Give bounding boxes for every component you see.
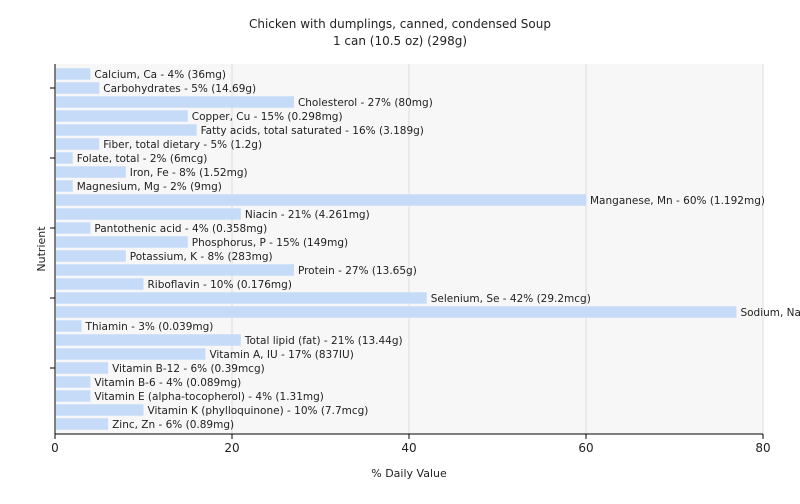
bar: [56, 320, 82, 332]
bar-label: Vitamin E (alpha-tocopherol) - 4% (1.31m…: [94, 391, 324, 403]
bar: [56, 292, 427, 304]
bar-label: Cholesterol - 27% (80mg): [298, 97, 433, 109]
grid-lines: [231, 64, 764, 434]
bar: [56, 418, 109, 430]
bar: [56, 306, 737, 318]
x-tick-label: 60: [578, 441, 593, 455]
chart-title: Chicken with dumplings, canned, condense…: [249, 17, 551, 31]
bar-label: Vitamin A, IU - 17% (837IU): [209, 349, 353, 361]
bar-label: Potassium, K - 8% (283mg): [130, 251, 273, 263]
bar: [56, 68, 91, 80]
bar: [56, 362, 109, 374]
bar: [56, 110, 188, 122]
bar: [56, 390, 91, 402]
bar: [56, 334, 241, 346]
bar: [56, 208, 241, 220]
bar-label: Thiamin - 3% (0.039mg): [85, 321, 214, 333]
x-tick-label: 40: [401, 441, 416, 455]
bar-label: Riboflavin - 10% (0.176mg): [148, 279, 292, 291]
axes: 0 20 40 60 80: [50, 64, 771, 455]
bar-label: Vitamin K (phylloquinone) - 10% (7.7mcg): [148, 405, 369, 417]
x-tick-label: 80: [755, 441, 770, 455]
bar: [56, 222, 91, 234]
bar: [56, 264, 294, 276]
bar: [56, 166, 126, 178]
bar: [56, 138, 100, 150]
chart-subtitle: 1 can (10.5 oz) (298g): [333, 34, 467, 48]
bar: [56, 376, 91, 388]
bar-label: Total lipid (fat) - 21% (13.44g): [244, 335, 403, 347]
bar-labels: Calcium, Ca - 4% (36mg) Carbohydrates - 5…: [77, 69, 800, 431]
bar-label: Magnesium, Mg - 2% (9mg): [77, 181, 222, 193]
bar: [56, 404, 144, 416]
bar-label: Iron, Fe - 8% (1.52mg): [130, 167, 248, 179]
bar-label: Selenium, Se - 42% (29.2mcg): [431, 293, 591, 305]
bar: [56, 152, 73, 164]
y-axis-label: Nutrient: [35, 226, 48, 272]
bars: [56, 68, 737, 430]
x-tick-label: 20: [224, 441, 239, 455]
bar: [56, 124, 197, 136]
bar-label: Folate, total - 2% (6mcg): [77, 153, 208, 165]
bar-label: Niacin - 21% (4.261mg): [245, 209, 370, 221]
bar: [56, 194, 586, 206]
bar-label: Sodium, Na - 77% (1842mg): [740, 307, 800, 319]
bar: [56, 82, 100, 94]
bar-label: Vitamin B-12 - 6% (0.39mcg): [112, 363, 265, 375]
x-tick-label: 0: [51, 441, 59, 455]
bar: [56, 348, 206, 360]
bar-label: Fatty acids, total saturated - 16% (3.18…: [201, 125, 424, 137]
bar-label: Zinc, Zn - 6% (0.89mg): [112, 419, 234, 431]
bar: [56, 278, 144, 290]
bar-label: Copper, Cu - 15% (0.298mg): [192, 111, 343, 123]
x-axis-label: % Daily Value: [371, 467, 447, 480]
bar-label: Phosphorus, P - 15% (149mg): [192, 237, 348, 249]
bar: [56, 96, 294, 108]
bar-label: Protein - 27% (13.65g): [298, 265, 417, 277]
bar: [56, 250, 126, 262]
bar: [56, 180, 73, 192]
bar-label: Calcium, Ca - 4% (36mg): [94, 69, 226, 81]
bar-label: Fiber, total dietary - 5% (1.2g): [103, 139, 262, 151]
bar-label: Vitamin B-6 - 4% (0.089mg): [94, 377, 241, 389]
bar-label: Pantothenic acid - 4% (0.358mg): [94, 223, 267, 235]
bar-label: Manganese, Mn - 60% (1.192mg): [590, 195, 765, 207]
bar-label: Carbohydrates - 5% (14.69g): [103, 83, 256, 95]
bar: [56, 236, 188, 248]
